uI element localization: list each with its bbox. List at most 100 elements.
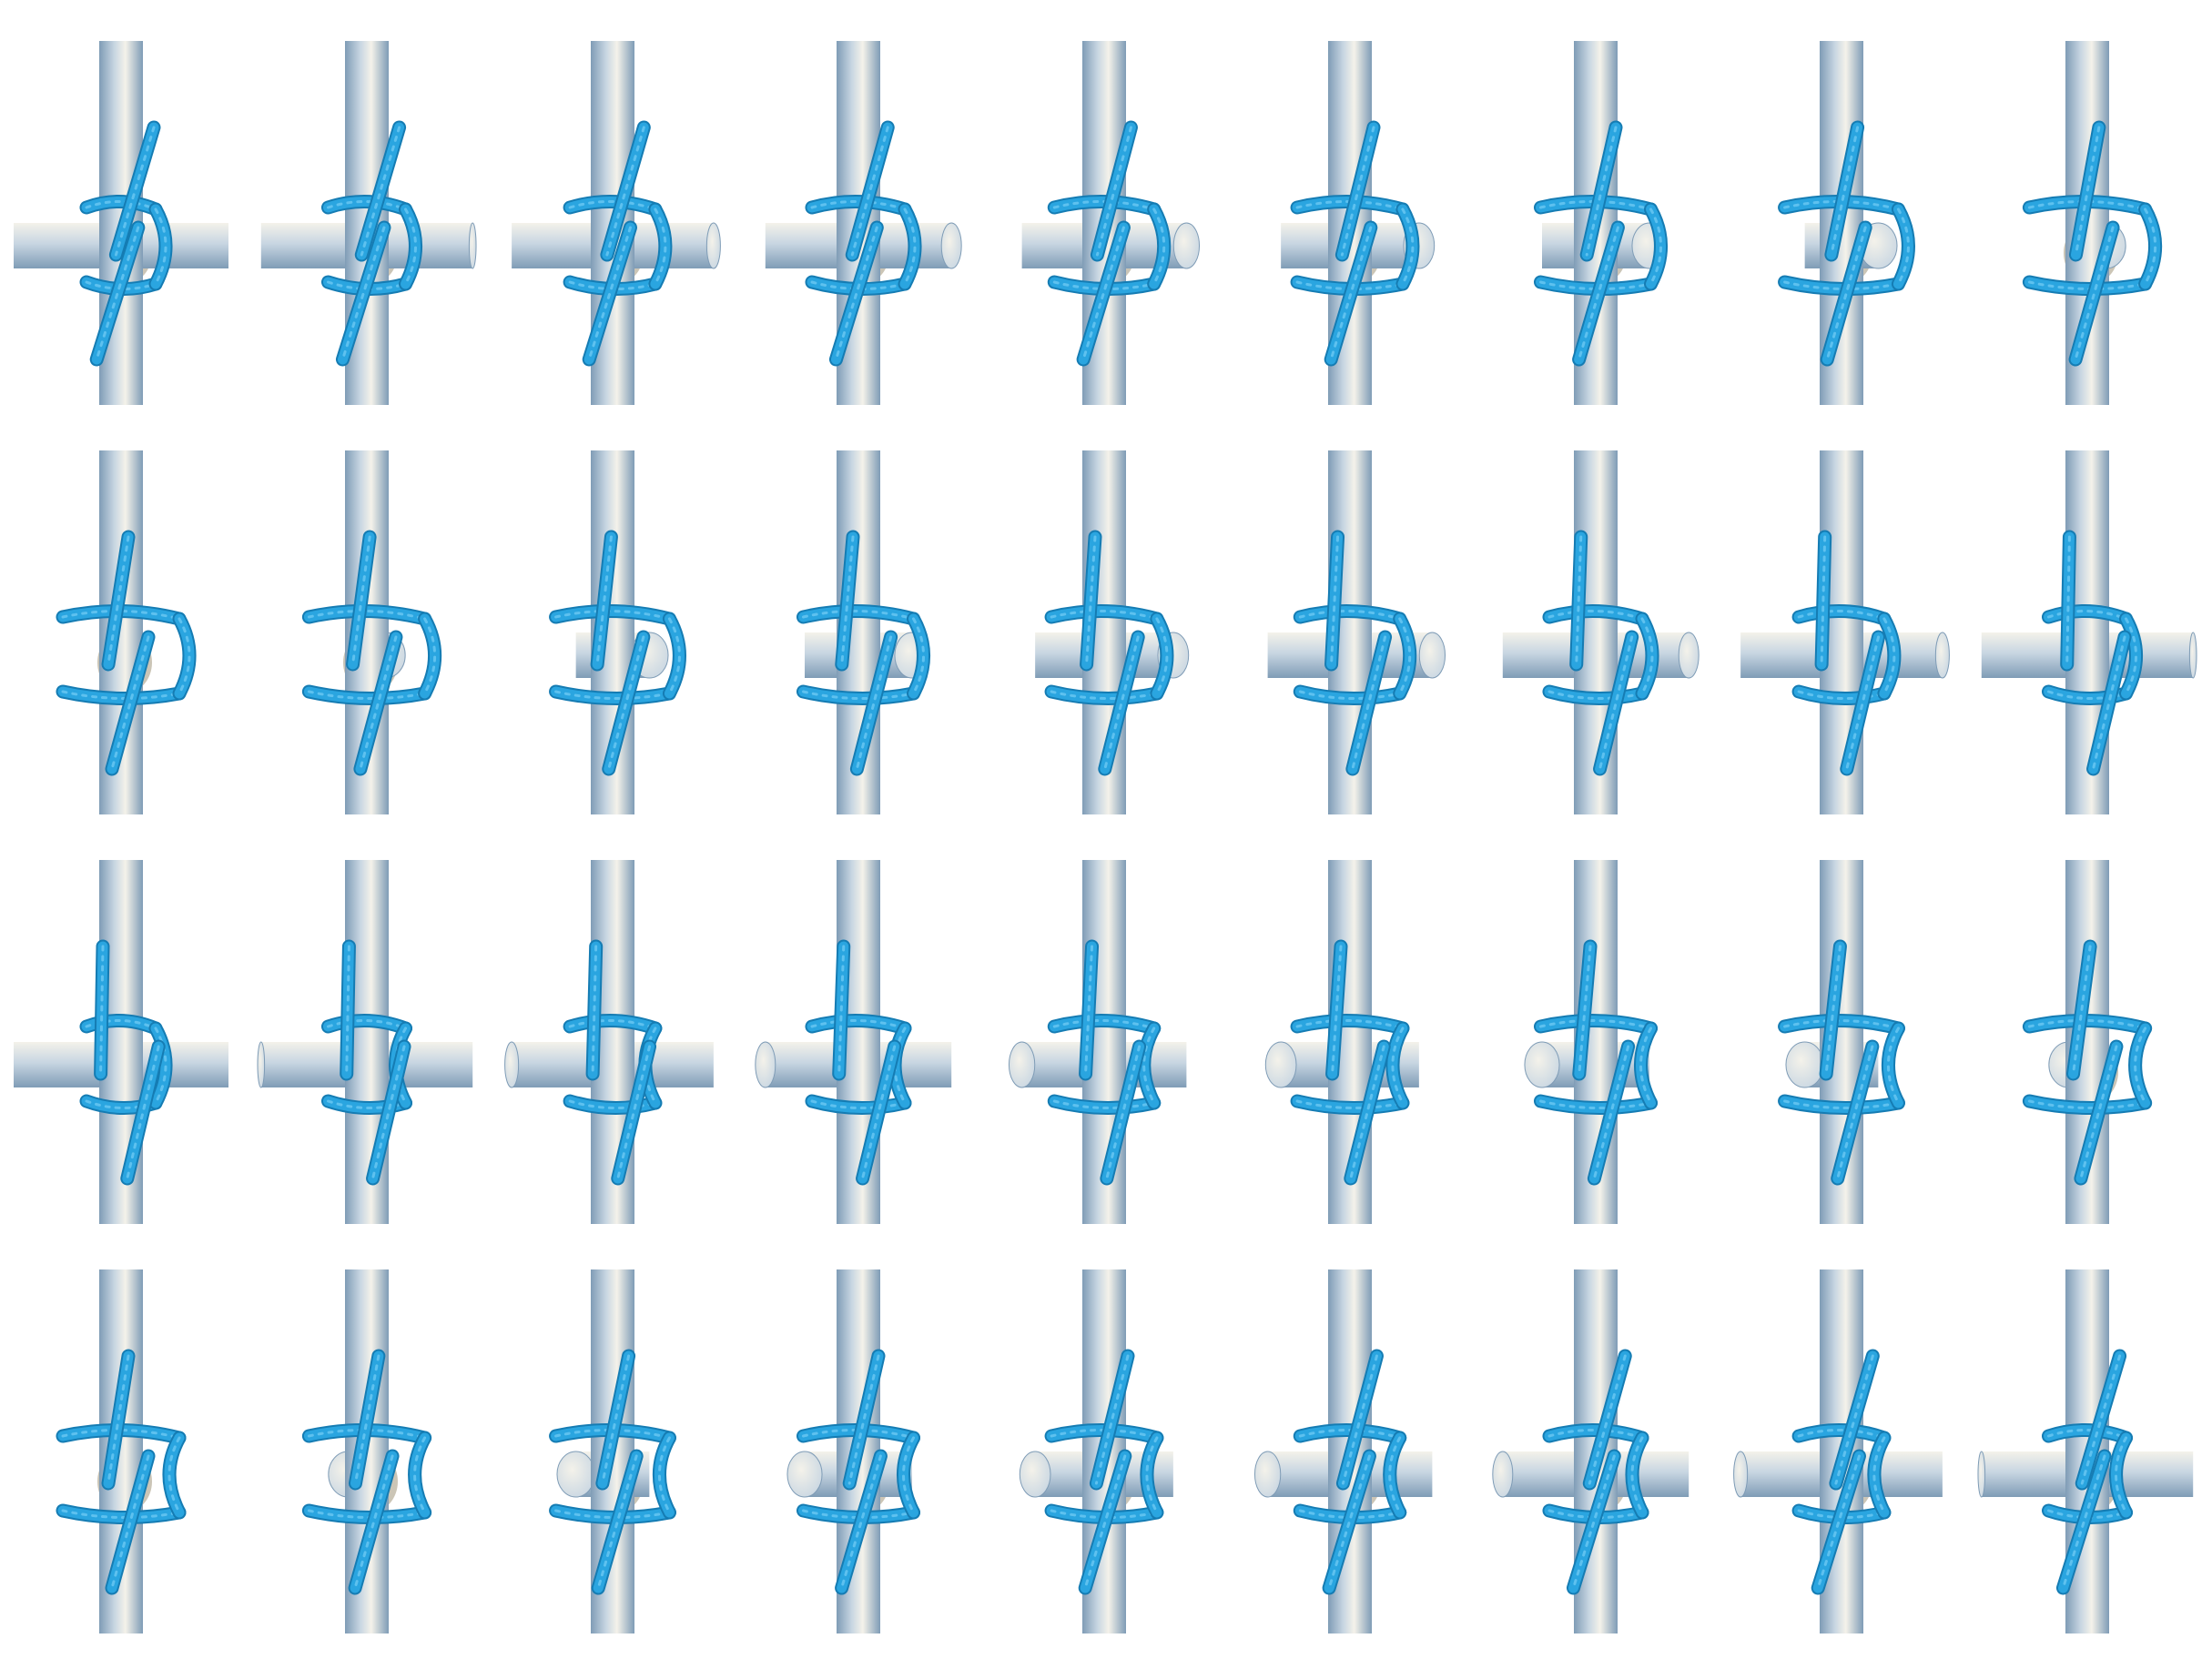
rope-lashing [320, 939, 413, 1186]
knot-render [2022, 860, 2153, 1224]
knot-frame [1229, 450, 1475, 860]
knot-render [1981, 450, 2197, 814]
knot-render [549, 450, 686, 814]
rope-lashing [79, 120, 173, 367]
knot-frame [492, 860, 737, 1269]
knot-render [1778, 860, 1905, 1224]
knot-render [1019, 1269, 1173, 1633]
knot-render [1021, 41, 1201, 405]
rope-lashing [1047, 120, 1172, 367]
knot-render [1253, 1269, 1433, 1633]
knot-render [765, 41, 962, 405]
knot-render [1267, 450, 1446, 814]
knot-frame [246, 450, 492, 860]
knot-frame [983, 450, 1229, 860]
knot-frame [983, 860, 1229, 1269]
knot-frame [1966, 1269, 2212, 1679]
knot-frame [1720, 450, 1966, 860]
knot-render [1281, 41, 1436, 405]
knot-frame [246, 860, 492, 1269]
rope-lashing [2022, 939, 2153, 1186]
knot-frame [983, 1269, 1229, 1679]
rope-lashing [2041, 530, 2144, 776]
knot-render [1264, 860, 1419, 1224]
knot-frame [0, 1269, 246, 1679]
rope-lashing [1542, 1349, 1649, 1595]
rope-lashing [549, 1349, 676, 1595]
rope-lashing [1044, 530, 1174, 776]
rope-lashing [1293, 530, 1417, 776]
knot-render [301, 450, 442, 814]
knot-frame [0, 860, 246, 1269]
knot-frame [1720, 1269, 1966, 1679]
knot-render [512, 41, 721, 405]
rope-lashing [2022, 120, 2163, 367]
rope-lashing [1533, 939, 1659, 1186]
knot-render [14, 41, 228, 405]
knot-render [786, 1269, 921, 1633]
knot-frame [1229, 1269, 1475, 1679]
rope-lashing [56, 1349, 187, 1595]
turntable-sprite-sheet [0, 41, 2212, 1633]
knot-frame [0, 450, 246, 860]
knot-frame [1966, 41, 2212, 450]
knot-render [1740, 450, 1950, 814]
knot-render [1977, 1269, 2194, 1633]
knot-frame [1475, 450, 1720, 860]
knot-frame [492, 41, 737, 450]
knot-render [1533, 41, 1669, 405]
rope-lashing [805, 939, 912, 1186]
rope-lashing [320, 120, 423, 367]
knot-frame [1720, 41, 1966, 450]
knot-frame [1475, 860, 1720, 1269]
rope-lashing [1293, 1349, 1407, 1595]
knot-render [755, 860, 952, 1224]
knot-render [1035, 450, 1190, 814]
rope-lashing [796, 530, 931, 776]
knot-render [1733, 1269, 1943, 1633]
rope-lashing [563, 120, 673, 367]
knot-frame [1475, 1269, 1720, 1679]
rope-lashing [796, 1349, 921, 1595]
rope-lashing [2041, 1349, 2134, 1595]
knot-render [796, 450, 931, 814]
knot-render [56, 1269, 187, 1633]
knot-frame [1966, 860, 2212, 1269]
knot-render [2022, 41, 2163, 405]
rope-lashing [563, 939, 663, 1186]
rope-lashing [56, 530, 197, 776]
rope-lashing [1778, 939, 1905, 1186]
rope-lashing [1533, 120, 1669, 367]
knot-render [1492, 1269, 1689, 1633]
knot-frame [492, 450, 737, 860]
rope-lashing [301, 1349, 432, 1595]
rope-lashing [1290, 939, 1410, 1186]
knot-frame [1229, 41, 1475, 450]
knot-frame [246, 1269, 492, 1679]
knot-frame [737, 450, 983, 860]
knot-render [257, 860, 473, 1224]
knot-render [1502, 450, 1700, 814]
knot-render [549, 1269, 676, 1633]
knot-frame [737, 860, 983, 1269]
knot-render [56, 450, 197, 814]
knot-render [1008, 860, 1187, 1224]
knot-frame [246, 41, 492, 450]
knot-frame [1966, 450, 2212, 860]
knot-frame [737, 41, 983, 450]
rope-lashing [79, 939, 173, 1186]
knot-render [504, 860, 714, 1224]
knot-frame [737, 1269, 983, 1679]
knot-render [301, 1269, 432, 1633]
knot-render [1778, 41, 1915, 405]
knot-frame [1229, 860, 1475, 1269]
rope-lashing [805, 120, 922, 367]
knot-frame [983, 41, 1229, 450]
rope-lashing [1542, 530, 1659, 776]
knot-render [1524, 860, 1659, 1224]
knot-render [260, 41, 477, 405]
rope-lashing [301, 530, 442, 776]
rope-lashing [1047, 939, 1162, 1186]
rope-lashing [1044, 1349, 1164, 1595]
knot-frame [1475, 41, 1720, 450]
